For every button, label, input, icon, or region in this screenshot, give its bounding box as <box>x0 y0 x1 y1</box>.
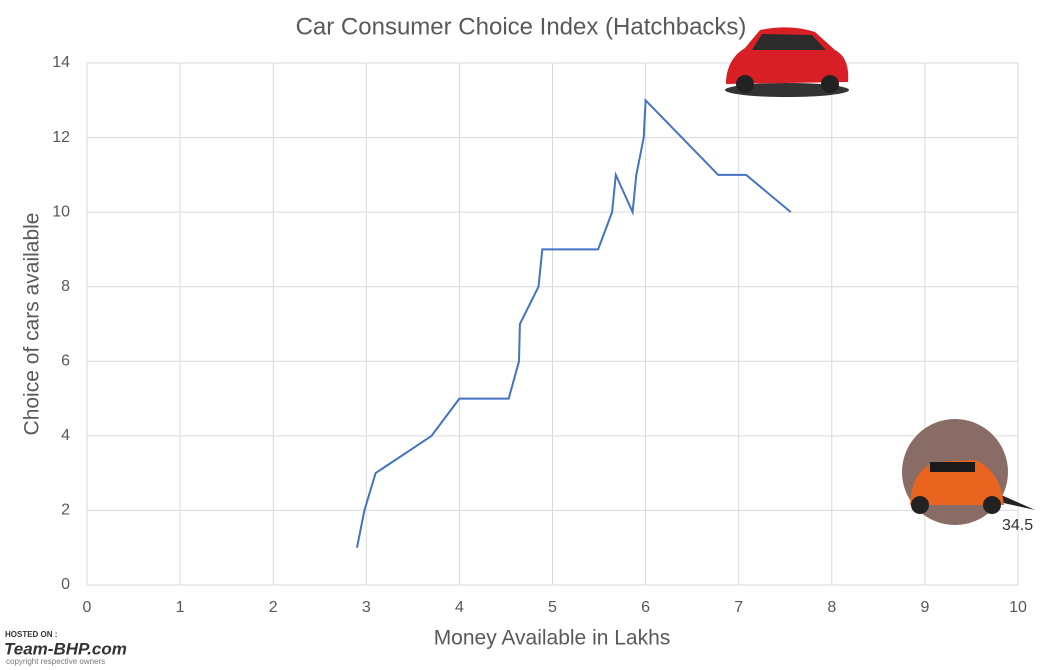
x-tick-label: 10 <box>1009 599 1027 616</box>
y-tick-label: 2 <box>61 502 70 519</box>
annotation: 34.5 <box>1002 517 1033 534</box>
x-tick-label: 4 <box>455 599 464 616</box>
chart-title: Car Consumer Choice Index (Hatchbacks) <box>296 13 747 40</box>
y-axis-label: Choice of cars available <box>21 213 44 436</box>
x-tick-label: 2 <box>269 599 278 616</box>
y-tick-label: 8 <box>61 278 70 295</box>
x-tick-label: 9 <box>920 599 929 616</box>
mini-car-image <box>902 419 1035 525</box>
x-tick-label: 3 <box>362 599 371 616</box>
x-tick-label: 7 <box>734 599 743 616</box>
y-tick-label: 6 <box>61 353 70 370</box>
x-tick-label: 8 <box>827 599 836 616</box>
y-tick-label: 12 <box>52 129 70 146</box>
watermark-copyright: copyright respective owners <box>6 657 105 666</box>
watermark-site: Team-BHP.com <box>4 639 127 658</box>
y-tick-label: 14 <box>52 54 70 71</box>
x-axis-label: Money Available in Lakhs <box>434 627 671 650</box>
y-tick-label: 10 <box>52 203 70 220</box>
x-tick-label: 1 <box>176 599 185 616</box>
x-tick-label: 0 <box>83 599 92 616</box>
watermark-hosted: HOSTED ON : <box>5 630 57 639</box>
y-tick-label: 0 <box>61 576 70 593</box>
data-line <box>356 97 792 548</box>
x-tick-label: 5 <box>548 599 557 616</box>
y-tick-label: 4 <box>61 427 70 444</box>
x-tick-label: 6 <box>641 599 650 616</box>
red-car-image <box>725 27 849 97</box>
